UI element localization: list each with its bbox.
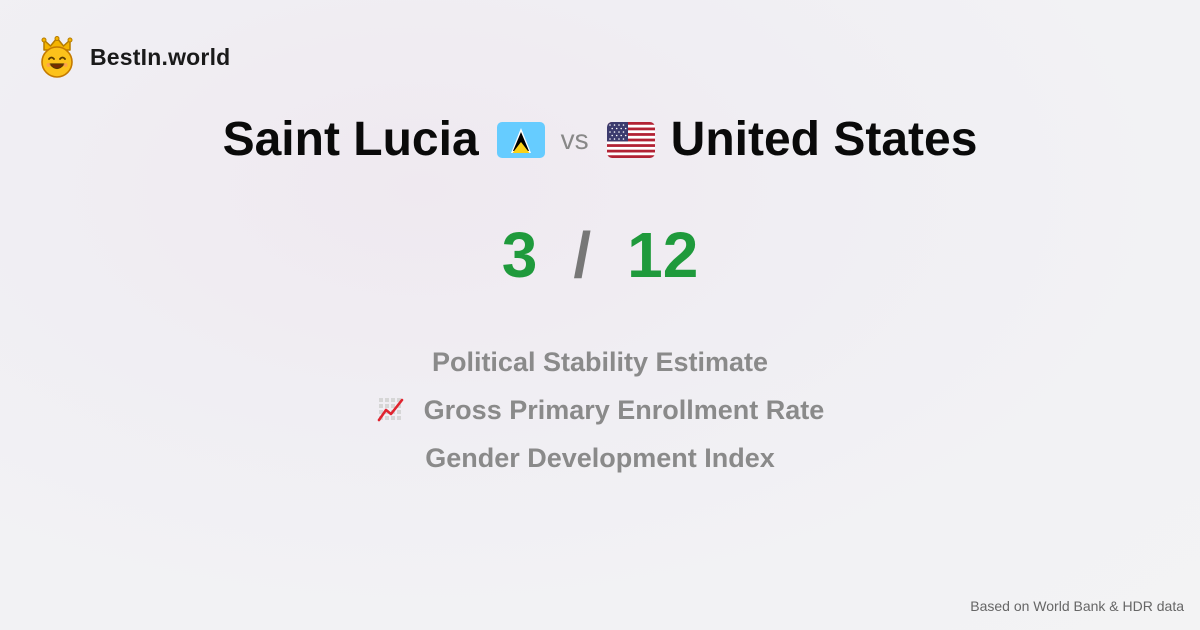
score-display: 3 / 12 bbox=[0, 218, 1200, 292]
saint-lucia-flag-icon bbox=[496, 121, 545, 158]
chart-increasing-icon bbox=[377, 398, 403, 422]
united-states-flag-icon bbox=[606, 121, 655, 158]
country-b-name: United States bbox=[670, 113, 978, 166]
score-a: 3 bbox=[501, 219, 538, 291]
crown-smiley-icon bbox=[41, 36, 73, 78]
metric-item: Gender Development Index bbox=[0, 434, 1200, 482]
brand-logo[interactable]: BestIn.world bbox=[38, 36, 230, 78]
metric-label: Political Stability Estimate bbox=[431, 346, 769, 377]
brand-name: BestIn.world bbox=[90, 43, 231, 70]
score-separator: / bbox=[573, 219, 592, 291]
metric-label: Gender Development Index bbox=[425, 442, 775, 473]
metric-item: Gross Primary Enrollment Rate bbox=[0, 386, 1200, 434]
metric-label: Gross Primary Enrollment Rate bbox=[423, 394, 825, 425]
metric-item: Political Stability Estimate bbox=[0, 338, 1200, 386]
score-b: 12 bbox=[627, 219, 699, 291]
metric-list: Political Stability Estimate Gross Prima… bbox=[0, 338, 1200, 482]
vs-label: vs bbox=[560, 123, 589, 155]
data-source-note: Based on World Bank & HDR data bbox=[970, 598, 1184, 614]
country-a-name: Saint Lucia bbox=[222, 113, 479, 166]
comparison-title: Saint Lucia vs United States bbox=[0, 112, 1200, 167]
